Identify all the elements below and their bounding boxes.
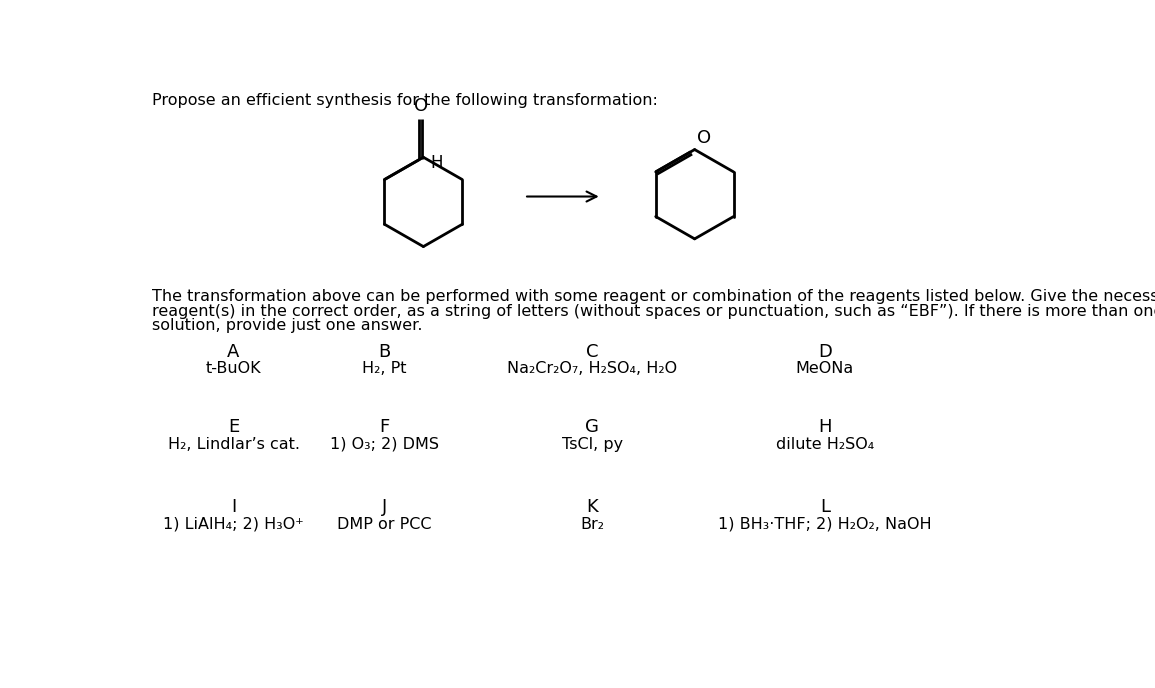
Text: L: L xyxy=(820,498,829,517)
Text: dilute H₂SO₄: dilute H₂SO₄ xyxy=(776,437,874,452)
Text: Br₂: Br₂ xyxy=(580,517,604,532)
Text: t-BuOK: t-BuOK xyxy=(206,361,261,376)
Text: Propose an efficient synthesis for the following transformation:: Propose an efficient synthesis for the f… xyxy=(152,94,658,108)
Text: 1) LiAlH₄; 2) H₃O⁺: 1) LiAlH₄; 2) H₃O⁺ xyxy=(163,517,304,532)
Text: 1) BH₃·THF; 2) H₂O₂, NaOH: 1) BH₃·THF; 2) H₂O₂, NaOH xyxy=(718,517,932,532)
Text: E: E xyxy=(228,418,239,436)
Text: D: D xyxy=(818,343,832,361)
Text: A: A xyxy=(228,343,240,361)
Text: H: H xyxy=(818,418,832,436)
Text: 1) O₃; 2) DMS: 1) O₃; 2) DMS xyxy=(330,437,439,452)
Text: K: K xyxy=(587,498,598,517)
Text: The transformation above can be performed with some reagent or combination of th: The transformation above can be performe… xyxy=(152,289,1155,304)
Text: F: F xyxy=(380,418,389,436)
Text: H₂, Pt: H₂, Pt xyxy=(363,361,407,376)
Text: C: C xyxy=(586,343,598,361)
Text: H₂, Lindlar’s cat.: H₂, Lindlar’s cat. xyxy=(167,437,299,452)
Text: G: G xyxy=(586,418,599,436)
Text: H: H xyxy=(431,153,442,171)
Text: O: O xyxy=(413,97,429,115)
Text: I: I xyxy=(231,498,236,517)
Text: O: O xyxy=(696,129,711,147)
Text: reagent(s) in the correct order, as a string of letters (without spaces or punct: reagent(s) in the correct order, as a st… xyxy=(152,303,1155,319)
Text: TsCl, py: TsCl, py xyxy=(561,437,623,452)
Text: MeONa: MeONa xyxy=(796,361,854,376)
Text: B: B xyxy=(379,343,390,361)
Text: Na₂Cr₂O₇, H₂SO₄, H₂O: Na₂Cr₂O₇, H₂SO₄, H₂O xyxy=(507,361,677,376)
Text: DMP or PCC: DMP or PCC xyxy=(337,517,432,532)
Text: solution, provide just one answer.: solution, provide just one answer. xyxy=(152,318,423,333)
Text: J: J xyxy=(382,498,387,517)
